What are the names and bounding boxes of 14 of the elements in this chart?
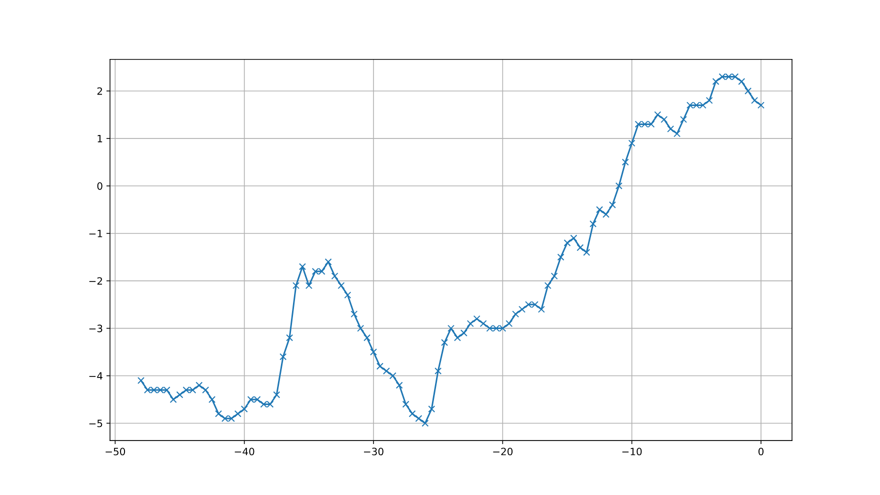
x-tick-label: −30 [364, 448, 384, 456]
x-tick-label: −10 [622, 448, 642, 456]
y-tick-label: −1 [89, 230, 102, 238]
y-tick-label: −4 [89, 372, 102, 380]
y-tick-label: 0 [97, 182, 102, 190]
x-tick-label: −50 [106, 448, 126, 456]
x-tick-label: 0 [758, 448, 764, 456]
y-tick-label: −3 [89, 324, 102, 332]
y-tick-label: −2 [89, 277, 102, 285]
y-tick-label: 1 [98, 134, 102, 142]
y-tick-label: 2 [97, 87, 102, 95]
x-tick-label: −40 [234, 448, 254, 456]
y-tick-label: −5 [89, 420, 102, 428]
x-tick-label: −20 [493, 448, 513, 456]
